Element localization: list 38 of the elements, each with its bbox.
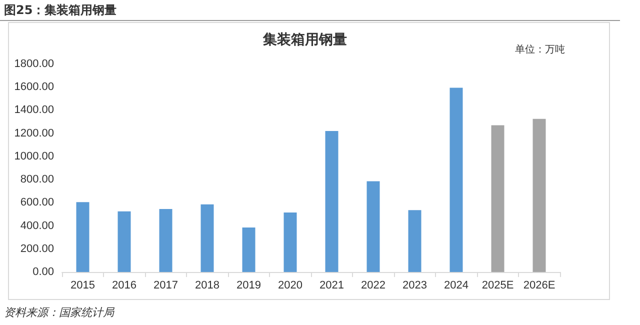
x-tick-label: 2023 <box>402 280 427 292</box>
bar <box>159 209 172 272</box>
bar <box>118 211 131 272</box>
bar <box>491 125 504 272</box>
x-tick-label: 2025E <box>482 280 514 292</box>
bar <box>408 210 422 272</box>
bar <box>76 202 90 272</box>
y-tick-label: 600.00 <box>20 196 54 209</box>
x-tick-label: 2017 <box>154 280 178 292</box>
chart-subtitle: 图25：集装箱用钢量 <box>4 2 117 19</box>
bar <box>242 228 256 272</box>
bar <box>366 181 380 272</box>
y-tick-label: 1600.00 <box>14 81 54 94</box>
bar <box>450 88 463 272</box>
y-tick-label: 1200.00 <box>14 127 54 140</box>
y-tick-label: 1400.00 <box>14 104 54 116</box>
bar <box>200 204 214 272</box>
bar <box>284 212 297 272</box>
x-tick-label: 2018 <box>195 280 220 292</box>
text: 资料来源：国家统计局 <box>4 305 114 320</box>
x-tick-label: 2019 <box>236 280 261 292</box>
y-tick-label: 1000.00 <box>14 150 54 162</box>
chart-title: 集装箱用钢量 <box>262 32 347 48</box>
y-tick-label: 1800.00 <box>14 58 54 70</box>
bar <box>532 118 546 272</box>
x-tick-label: 2016 <box>112 280 136 292</box>
x-tick-label: 2026E <box>523 280 556 292</box>
x-tick-label: 2015 <box>70 280 95 292</box>
x-tick-label: 2022 <box>361 280 386 292</box>
text: 单位：万吨 <box>515 44 565 56</box>
y-tick-label: 200.00 <box>20 242 54 255</box>
x-tick-label: 2024 <box>444 280 468 292</box>
y-tick-label: 800.00 <box>20 174 54 186</box>
x-tick-label: 2020 <box>278 280 302 292</box>
y-tick-label: 400.00 <box>20 220 54 232</box>
x-tick-label: 2021 <box>320 280 344 292</box>
bar <box>325 131 338 272</box>
y-tick-label: 0.00 <box>32 266 54 278</box>
